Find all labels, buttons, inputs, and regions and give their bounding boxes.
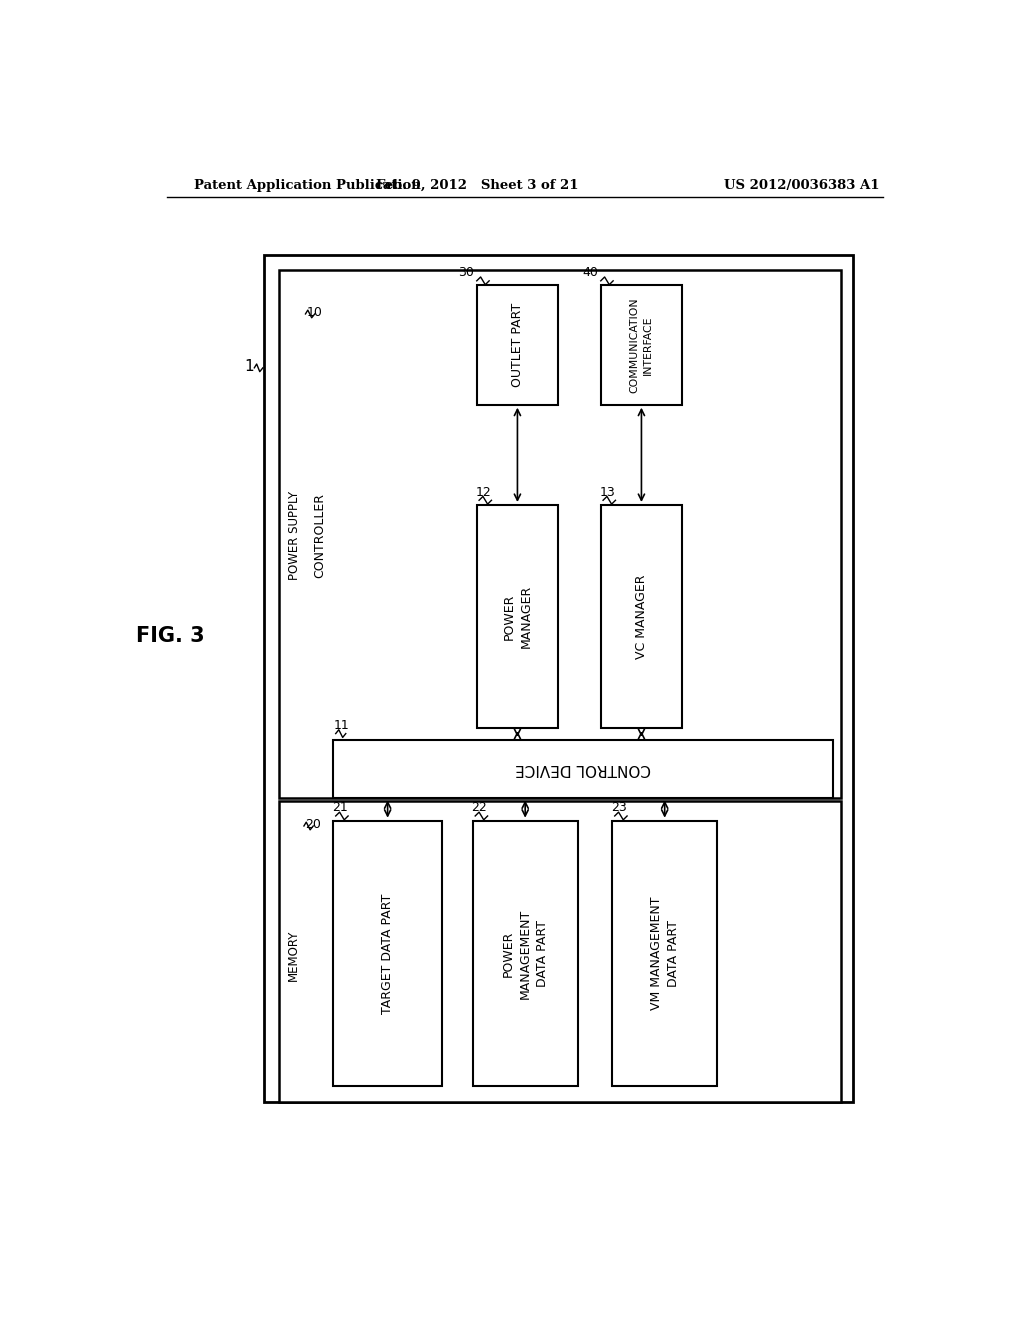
Bar xyxy=(263,255,853,1102)
Text: MEMORY: MEMORY xyxy=(287,929,300,981)
Text: 40: 40 xyxy=(583,267,598,280)
Text: 22: 22 xyxy=(471,801,487,814)
Text: 23: 23 xyxy=(611,801,627,814)
Text: 30: 30 xyxy=(459,267,474,280)
Text: TARGET DATA PART: TARGET DATA PART xyxy=(381,894,394,1014)
Text: Feb. 9, 2012   Sheet 3 of 21: Feb. 9, 2012 Sheet 3 of 21 xyxy=(376,178,578,191)
Bar xyxy=(612,821,717,1086)
Text: 1: 1 xyxy=(244,359,254,374)
Text: 10: 10 xyxy=(306,306,323,319)
Bar xyxy=(334,739,834,797)
Text: VC MANAGER: VC MANAGER xyxy=(635,574,648,659)
Text: POWER SUPPLY: POWER SUPPLY xyxy=(288,491,301,581)
Text: 13: 13 xyxy=(599,486,615,499)
Bar xyxy=(601,506,682,729)
Bar xyxy=(477,506,558,729)
Text: CONTROL DEVICE: CONTROL DEVICE xyxy=(515,762,651,776)
Text: CONTROLLER: CONTROLLER xyxy=(313,494,327,578)
Text: 20: 20 xyxy=(305,818,321,832)
Bar xyxy=(473,821,578,1086)
Text: Patent Application Publication: Patent Application Publication xyxy=(194,178,421,191)
Text: POWER
MANAGER: POWER MANAGER xyxy=(503,585,532,648)
Bar xyxy=(280,801,841,1102)
Bar xyxy=(280,271,841,797)
Text: 12: 12 xyxy=(475,486,490,499)
Text: POWER
MANAGEMENT
DATA PART: POWER MANAGEMENT DATA PART xyxy=(502,908,549,998)
Bar xyxy=(334,821,442,1086)
Text: OUTLET PART: OUTLET PART xyxy=(511,304,524,387)
Text: US 2012/0036383 A1: US 2012/0036383 A1 xyxy=(725,178,880,191)
Bar xyxy=(477,285,558,405)
Text: FIG. 3: FIG. 3 xyxy=(136,626,205,645)
Text: COMMUNICATION
INTERFACE: COMMUNICATION INTERFACE xyxy=(630,297,653,393)
Text: 11: 11 xyxy=(334,719,349,733)
Text: VM MANAGEMENT
DATA PART: VM MANAGEMENT DATA PART xyxy=(649,896,680,1010)
Text: 21: 21 xyxy=(332,801,347,814)
Bar xyxy=(601,285,682,405)
